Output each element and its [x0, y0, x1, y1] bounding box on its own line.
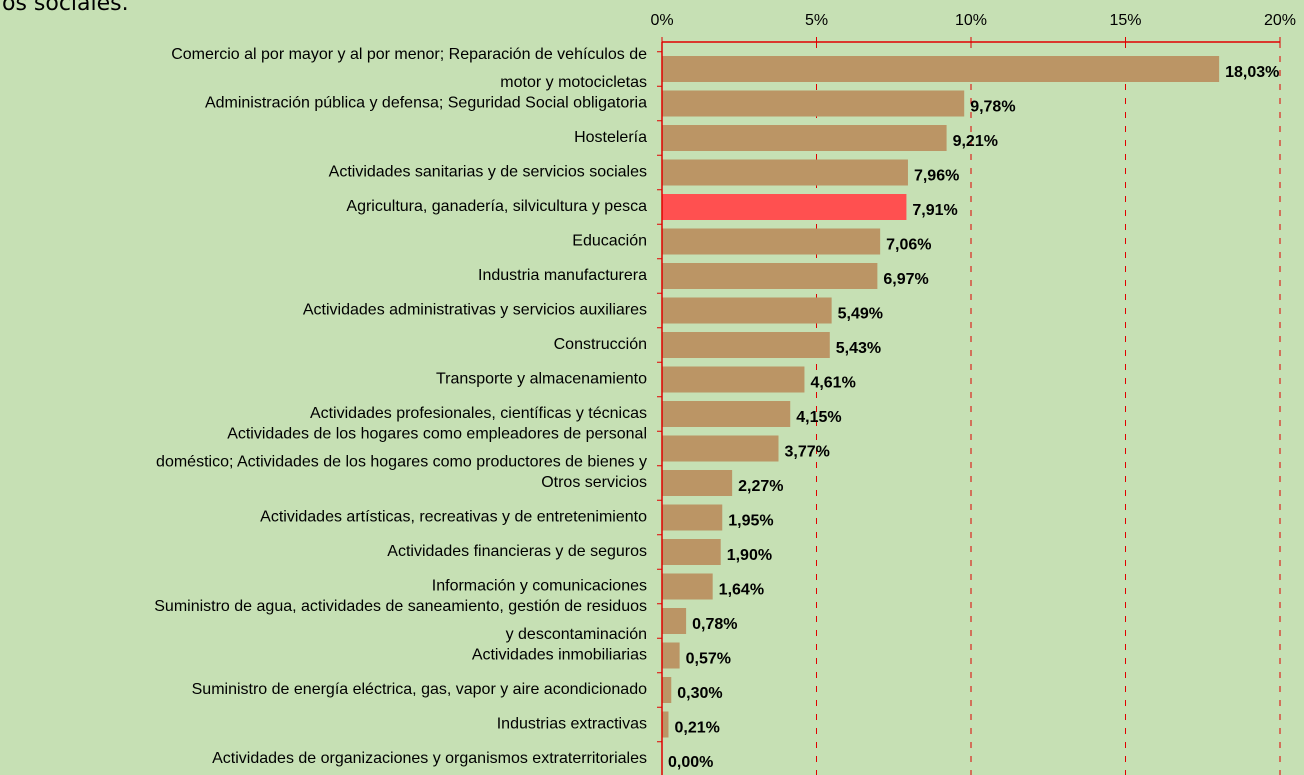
bar [662, 366, 805, 393]
value-label: 0,57% [686, 651, 731, 668]
bar [662, 608, 687, 634]
y-tick-label: Administración pública y defensa; Seguri… [205, 95, 647, 112]
y-tick-label: Actividades administrativas y servicios … [303, 302, 647, 319]
chart-title: os sociales. [2, 0, 129, 16]
y-tick-label: Educación [572, 233, 647, 250]
bar [662, 194, 907, 220]
y-tick-label: Construcción [554, 336, 647, 353]
y-tick-label: Actividades inmobiliarias [472, 647, 647, 664]
y-tick-label: Actividades sanitarias y de servicios so… [329, 164, 647, 181]
bar [662, 401, 791, 427]
y-tick-label: Industrias extractivas [497, 716, 647, 733]
bar [662, 470, 733, 496]
bar [662, 504, 723, 531]
y-tick-label: Actividades de los hogares como empleado… [156, 426, 647, 471]
value-label: 5,43% [836, 340, 881, 357]
value-label: 5,49% [838, 306, 883, 323]
y-tick-label: Suministro de agua, actividades de sanea… [154, 598, 647, 643]
y-tick-label: Hostelería [574, 129, 647, 146]
bar [662, 677, 672, 703]
x-tick-label: 10% [955, 12, 987, 29]
bar [662, 56, 1220, 82]
y-tick-label: Otros servicios [541, 474, 647, 491]
y-tick-label: Actividades profesionales, científicas y… [310, 405, 647, 422]
bar [662, 539, 721, 565]
value-label: 1,90% [727, 547, 772, 564]
value-label: 2,27% [738, 478, 783, 495]
value-label: 1,95% [728, 513, 773, 530]
bar [662, 90, 965, 117]
value-label: 9,78% [970, 99, 1015, 116]
x-tick-label: 15% [1109, 12, 1141, 29]
bar [662, 297, 832, 324]
bar [662, 332, 830, 358]
value-label: 18,03% [1225, 64, 1279, 81]
bar [662, 125, 947, 151]
value-label: 0,00% [668, 754, 713, 771]
value-label: 4,15% [796, 409, 841, 426]
bar [662, 435, 779, 462]
value-label: 0,78% [692, 616, 737, 633]
x-tick-label: 0% [650, 12, 673, 29]
value-label: 6,97% [883, 271, 928, 288]
value-label: 3,77% [784, 444, 829, 461]
value-label: 7,96% [914, 168, 959, 185]
x-tick-label: 20% [1264, 12, 1296, 29]
value-label: 0,21% [674, 720, 719, 737]
y-tick-label: Suministro de energía eléctrica, gas, va… [192, 681, 647, 698]
bar [662, 711, 669, 738]
y-tick-label: Actividades de organizaciones y organism… [212, 750, 647, 767]
y-tick-label: Industria manufacturera [478, 267, 647, 284]
y-tick-label: Actividades artísticas, recreativas y de… [260, 509, 647, 526]
y-tick-label: Comercio al por mayor y al por menor; Re… [171, 46, 647, 91]
value-label: 9,21% [953, 133, 998, 150]
y-tick-label: Actividades financieras y de seguros [387, 543, 647, 560]
bar [662, 159, 908, 186]
y-tick-label: Transporte y almacenamiento [436, 371, 647, 388]
value-label: 7,91% [912, 202, 957, 219]
x-tick-label: 5% [805, 12, 828, 29]
value-label: 4,61% [810, 375, 855, 392]
y-tick-label: Agricultura, ganadería, silvicultura y p… [346, 198, 647, 215]
bar [662, 228, 881, 255]
bar [662, 573, 713, 600]
value-label: 7,06% [886, 237, 931, 254]
value-label: 0,30% [677, 685, 722, 702]
bar [662, 263, 878, 289]
value-label: 1,64% [719, 582, 764, 599]
bar [662, 642, 680, 669]
y-tick-label: Información y comunicaciones [432, 578, 647, 595]
